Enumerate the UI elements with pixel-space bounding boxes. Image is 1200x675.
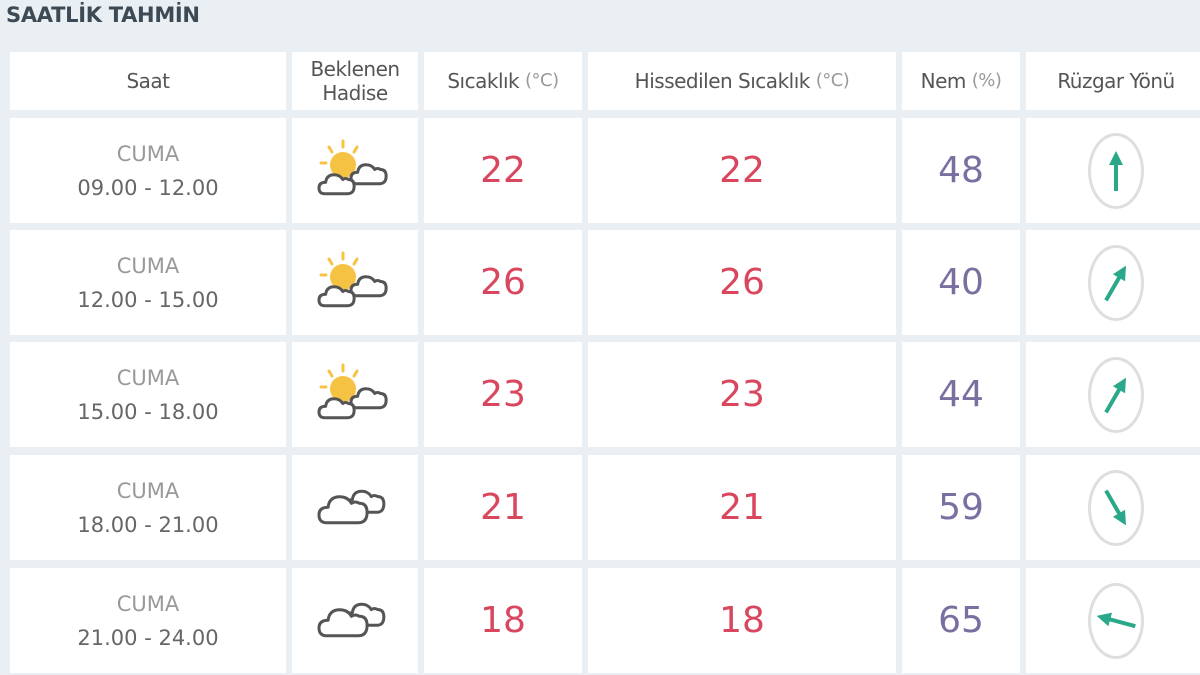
- header-ruzgar-label: Rüzgar Yönü: [1057, 69, 1175, 93]
- humidity-cell: 65: [902, 568, 1020, 673]
- feels-like-value: 23: [719, 374, 765, 415]
- header-hadise: Beklenen Hadise: [292, 52, 418, 110]
- wind-arrow-icon: [1104, 265, 1126, 301]
- time-cell: CUMA 09.00 - 12.00: [10, 118, 286, 223]
- feels-like-cell: 18: [588, 568, 896, 673]
- humidity-value: 65: [938, 600, 984, 641]
- time-range: 15.00 - 18.00: [77, 399, 219, 424]
- wind-compass: [1088, 132, 1144, 209]
- time-range: 12.00 - 15.00: [77, 287, 219, 312]
- header-sicaklik-label: Sıcaklık: [447, 69, 520, 93]
- header-hadise-line1: Beklenen: [310, 57, 400, 81]
- day-label: CUMA: [116, 253, 180, 278]
- wind-arrow-icon: [1104, 377, 1126, 413]
- header-saat-label: Saat: [126, 69, 170, 93]
- feels-like-value: 22: [719, 150, 765, 191]
- time-cell: CUMA 21.00 - 24.00: [10, 568, 286, 673]
- time-range: 21.00 - 24.00: [77, 625, 219, 650]
- wind-arrow-icon: [1096, 612, 1136, 628]
- humidity-value: 40: [938, 262, 984, 303]
- day-label: CUMA: [116, 591, 180, 616]
- time-cell: CUMA 18.00 - 21.00: [10, 455, 286, 560]
- cloudy-icon: [315, 481, 395, 535]
- humidity-value: 48: [938, 150, 984, 191]
- header-hadise-line2: Hadise: [322, 81, 388, 105]
- temperature-value: 18: [480, 600, 526, 641]
- humidity-cell: 44: [902, 342, 1020, 447]
- weather-cell: [292, 455, 418, 560]
- temperature-value: 26: [480, 262, 526, 303]
- day-label: CUMA: [116, 478, 180, 503]
- temperature-value: 23: [480, 374, 526, 415]
- header-sicaklik: Sıcaklık (°C): [424, 52, 582, 110]
- header-saat: Saat: [10, 52, 286, 110]
- temperature-cell: 26: [424, 230, 582, 335]
- humidity-cell: 59: [902, 455, 1020, 560]
- time-range: 18.00 - 21.00: [77, 512, 219, 537]
- wind-arrow-icon: [1104, 489, 1126, 525]
- temperature-cell: 18: [424, 568, 582, 673]
- temperature-value: 22: [480, 150, 526, 191]
- feels-like-cell: 23: [588, 342, 896, 447]
- wind-cell: [1026, 230, 1200, 335]
- humidity-value: 44: [938, 374, 984, 415]
- partly-cloudy-icon: [315, 137, 395, 205]
- temperature-cell: 21: [424, 455, 582, 560]
- weather-cell: [292, 230, 418, 335]
- feels-like-value: 26: [719, 262, 765, 303]
- header-sicaklik-unit: (°C): [525, 70, 559, 91]
- section-title: SAATLİK TAHMİN: [6, 3, 200, 27]
- weather-cell: [292, 568, 418, 673]
- wind-compass: [1088, 356, 1144, 433]
- wind-cell: [1026, 118, 1200, 223]
- cloudy-icon: [315, 594, 395, 648]
- feels-like-cell: 21: [588, 455, 896, 560]
- time-cell: CUMA 12.00 - 15.00: [10, 230, 286, 335]
- day-label: CUMA: [116, 141, 180, 166]
- feels-like-value: 18: [719, 600, 765, 641]
- time-cell: CUMA 15.00 - 18.00: [10, 342, 286, 447]
- wind-compass: [1088, 244, 1144, 321]
- temperature-cell: 23: [424, 342, 582, 447]
- header-hissedilen-unit: (°C): [815, 70, 850, 91]
- wind-cell: [1026, 568, 1200, 673]
- wind-compass: [1088, 469, 1144, 546]
- humidity-value: 59: [938, 487, 984, 528]
- feels-like-cell: 22: [588, 118, 896, 223]
- header-hissedilen: Hissedilen Sıcaklık (°C): [588, 52, 896, 110]
- temperature-cell: 22: [424, 118, 582, 223]
- wind-cell: [1026, 342, 1200, 447]
- header-nem: Nem (%): [902, 52, 1020, 110]
- header-hissedilen-label: Hissedilen Sıcaklık: [634, 69, 811, 93]
- weather-cell: [292, 118, 418, 223]
- header-nem-unit: (%): [971, 70, 1002, 91]
- weather-cell: [292, 342, 418, 447]
- feels-like-cell: 26: [588, 230, 896, 335]
- time-range: 09.00 - 12.00: [77, 175, 219, 200]
- partly-cloudy-icon: [315, 249, 395, 317]
- humidity-cell: 48: [902, 118, 1020, 223]
- wind-arrow-icon: [1109, 150, 1123, 191]
- header-nem-label: Nem: [920, 69, 967, 93]
- feels-like-value: 21: [719, 487, 765, 528]
- partly-cloudy-icon: [315, 361, 395, 429]
- humidity-cell: 40: [902, 230, 1020, 335]
- day-label: CUMA: [116, 365, 180, 390]
- wind-cell: [1026, 455, 1200, 560]
- wind-compass: [1088, 582, 1144, 659]
- temperature-value: 21: [480, 487, 526, 528]
- header-ruzgar: Rüzgar Yönü: [1026, 52, 1200, 110]
